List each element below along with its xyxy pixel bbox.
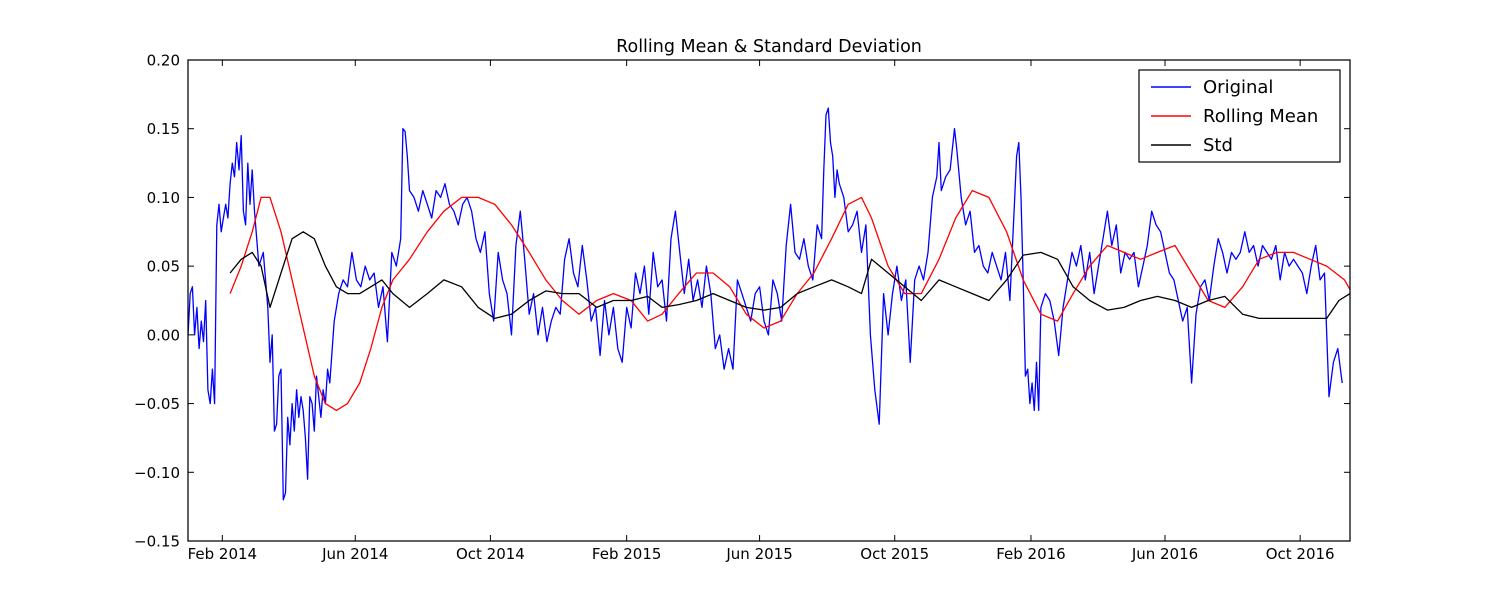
- legend-label: Rolling Mean: [1203, 106, 1318, 127]
- y-tick-label: 0.05: [147, 258, 180, 276]
- y-tick-label: 0.15: [147, 120, 180, 138]
- legend: Original Rolling Mean Std: [1138, 69, 1341, 163]
- x-tick-label: Feb 2014: [188, 545, 258, 563]
- x-tick-label: Feb 2016: [996, 545, 1066, 563]
- legend-label: Std: [1203, 135, 1233, 156]
- x-tick-label: Oct 2014: [456, 545, 525, 563]
- series-line-original: [188, 107, 1343, 501]
- legend-label: Original: [1203, 77, 1273, 98]
- plot-frame: [187, 59, 1351, 542]
- axis-ticks: 0.20 0.15 0.10 0.05 0.00 −0.05 −0.10 −0.15 Feb 2…: [134, 52, 1350, 563]
- y-tick-label: 0.00: [147, 326, 180, 344]
- y-tick-label: −0.05: [134, 395, 180, 413]
- chart-title: Rolling Mean & Standard Deviation: [616, 37, 922, 57]
- series-line-rolling-mean: [229, 189, 1350, 412]
- y-tick-label: 0.10: [147, 189, 180, 207]
- series-line-std: [229, 231, 1350, 320]
- y-tick-label: 0.20: [147, 52, 180, 70]
- series-layer: [188, 107, 1350, 501]
- x-tick-label: Oct 2015: [860, 545, 929, 563]
- x-tick-label: Oct 2016: [1266, 545, 1335, 563]
- x-tick-label: Jun 2016: [1131, 545, 1198, 563]
- x-tick-label: Jun 2014: [321, 545, 388, 563]
- y-tick-label: −0.15: [134, 533, 180, 551]
- x-tick-label: Feb 2015: [592, 545, 662, 563]
- y-tick-label: −0.10: [134, 464, 180, 482]
- x-tick-label: Jun 2015: [725, 545, 792, 563]
